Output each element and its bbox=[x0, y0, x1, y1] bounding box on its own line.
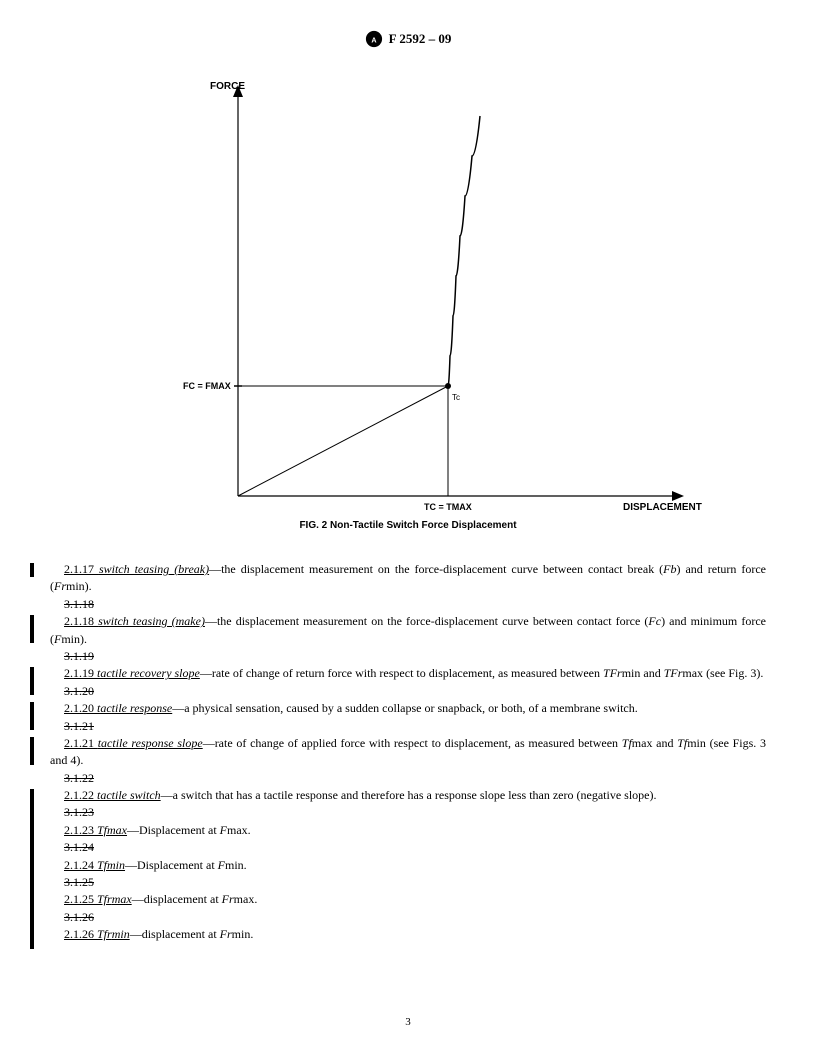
definition-item: 2.1.17 switch teasing (break)—the displa… bbox=[50, 561, 766, 613]
svg-text:Tc: Tc bbox=[452, 393, 460, 402]
change-bar-icon bbox=[30, 615, 34, 643]
definition-number: 2.1.26 bbox=[64, 927, 97, 941]
svg-text:DISPLACEMENT: DISPLACEMENT bbox=[623, 502, 702, 513]
struck-number: 3.1.23 bbox=[50, 804, 766, 821]
struck-number: 3.1.21 bbox=[50, 718, 766, 735]
definition-term: Tfr bbox=[97, 892, 112, 906]
figure-caption: FIG. 2 Non-Tactile Switch Force Displace… bbox=[50, 520, 766, 531]
svg-text:TC = TMAX: TC = TMAX bbox=[424, 502, 472, 512]
definition-term: tactile response slope bbox=[98, 736, 203, 750]
struck-number: 3.1.18 bbox=[50, 596, 766, 613]
change-bar-icon bbox=[30, 789, 34, 949]
figure-2-chart: FORCE DISPLACEMENT FC = FMAX TC = TMAX Tc FI… bbox=[50, 56, 766, 531]
definition-item: 2.1.21 tactile response slope—rate of ch… bbox=[50, 735, 766, 787]
force-displacement-chart: FORCE DISPLACEMENT FC = FMAX TC = TMAX Tc bbox=[88, 56, 728, 516]
definition-number: 2.1.25 bbox=[64, 892, 97, 906]
struck-number: 3.1.22 bbox=[50, 770, 766, 787]
definition-item: 2.1.24 Tfmin—Displacement at Fmin.3.1.25 bbox=[50, 857, 766, 892]
struck-number: 3.1.24 bbox=[50, 839, 766, 856]
definition-term: tactile response bbox=[97, 701, 172, 715]
definition-number: 2.1.21 bbox=[64, 736, 98, 750]
struck-number: 3.1.26 bbox=[50, 909, 766, 926]
definition-term: tactile switch bbox=[97, 788, 161, 802]
definition-number: 2.1.23 bbox=[64, 823, 97, 837]
definition-item: 2.1.22 tactile switch—a switch that has … bbox=[50, 787, 766, 822]
definition-item: 2.1.19 tactile recovery slope—rate of ch… bbox=[50, 665, 766, 700]
svg-text:A: A bbox=[371, 36, 376, 45]
definition-term: switch teasing (break) bbox=[99, 562, 209, 576]
definition-number: 2.1.18 bbox=[64, 614, 98, 628]
definition-number: 2.1.24 bbox=[64, 858, 97, 872]
astm-logo-icon: A bbox=[365, 30, 383, 48]
struck-number: 3.1.20 bbox=[50, 683, 766, 700]
definition-term: Tf bbox=[97, 823, 107, 837]
definitions-list: 2.1.17 switch teasing (break)—the displa… bbox=[50, 561, 766, 944]
definition-number: 2.1.20 bbox=[64, 701, 97, 715]
struck-number: 3.1.19 bbox=[50, 648, 766, 665]
definition-number: 2.1.17 bbox=[64, 562, 99, 576]
page-header: A F 2592 – 09 bbox=[50, 30, 766, 48]
change-bar-icon bbox=[30, 737, 34, 765]
definition-item: 2.1.18 switch teasing (make)—the displac… bbox=[50, 613, 766, 665]
definition-term: Tf bbox=[97, 858, 107, 872]
change-bar-icon bbox=[30, 702, 34, 730]
svg-text:FORCE: FORCE bbox=[210, 81, 245, 92]
definition-term: Tfr bbox=[97, 927, 112, 941]
struck-number: 3.1.25 bbox=[50, 874, 766, 891]
change-bar-icon bbox=[30, 667, 34, 695]
definition-number: 2.1.22 bbox=[64, 788, 97, 802]
definition-item: 2.1.20 tactile response—a physical sensa… bbox=[50, 700, 766, 735]
svg-text:FC = FMAX: FC = FMAX bbox=[183, 381, 231, 391]
definition-item: 2.1.26 Tfrmin—displacement at Frmin. bbox=[50, 926, 766, 943]
page-number: 3 bbox=[0, 1016, 816, 1028]
standard-number: F 2592 – 09 bbox=[389, 31, 452, 47]
change-bar-icon bbox=[30, 563, 34, 577]
definition-item: 2.1.25 Tfrmax—displacement at Frmax.3.1.… bbox=[50, 891, 766, 926]
definition-term: tactile recovery slope bbox=[97, 666, 200, 680]
definition-number: 2.1.19 bbox=[64, 666, 97, 680]
definition-item: 2.1.23 Tfmax—Displacement at Fmax.3.1.24 bbox=[50, 822, 766, 857]
definition-term: switch teasing (make) bbox=[98, 614, 205, 628]
